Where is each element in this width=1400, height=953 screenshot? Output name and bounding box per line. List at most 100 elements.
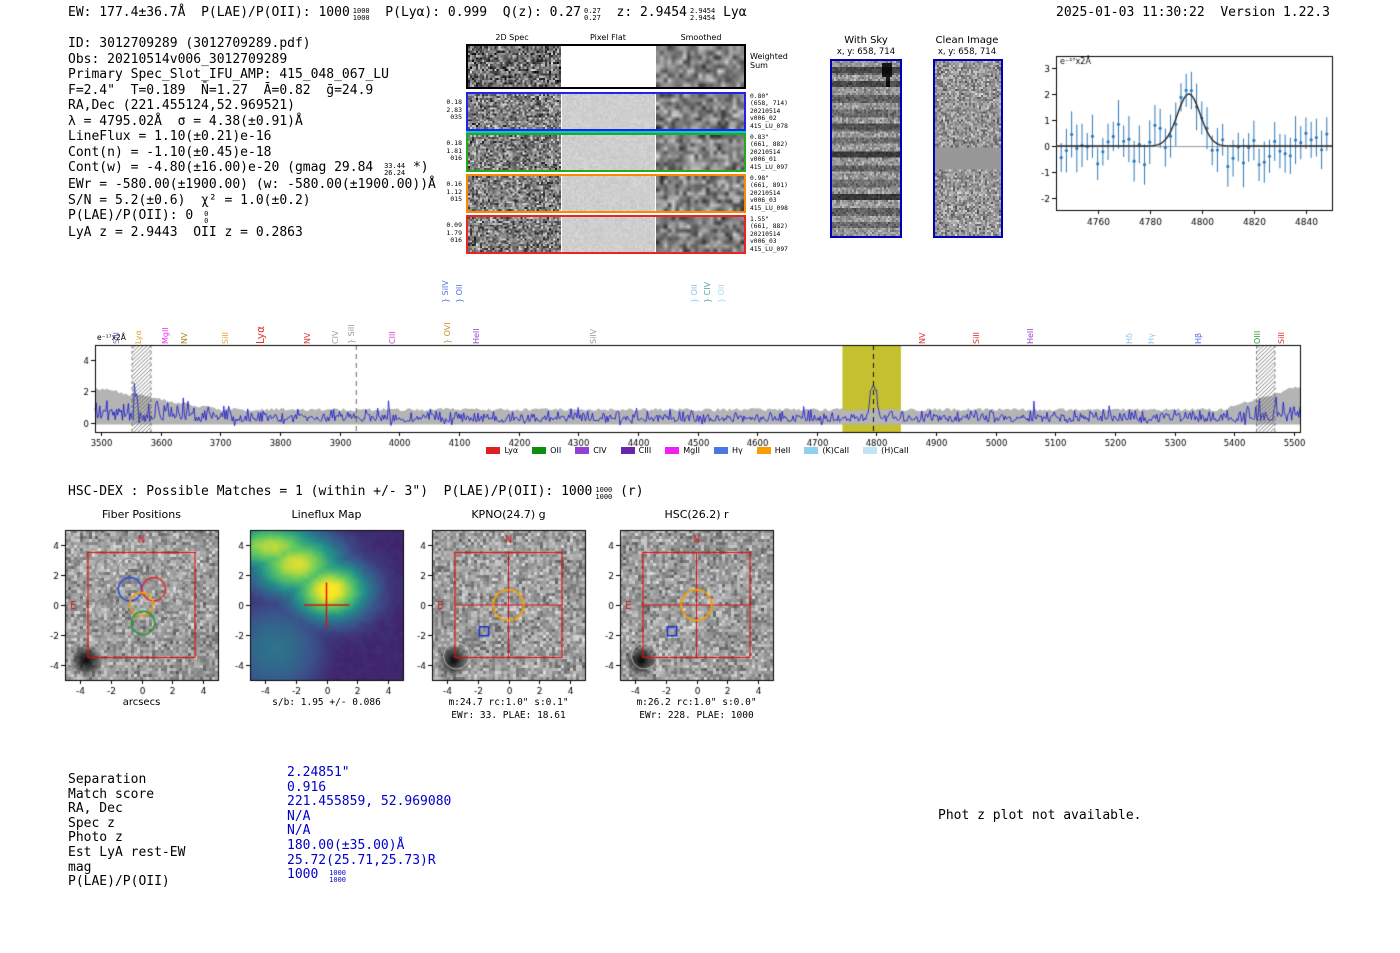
emission-line-label: } OII	[690, 284, 700, 303]
weight-line: 0.16	[446, 180, 462, 188]
cleanimage-image	[935, 61, 1001, 236]
row-info-line: 0.83"	[750, 134, 769, 141]
info-line: Obs: 20210514v006_3012709289	[68, 51, 288, 67]
spec2d-smoothed-image	[656, 135, 744, 170]
plae-stat: P(LAE)/P(OII): 1000	[201, 5, 350, 20]
row-info-line: (661, 882)	[750, 141, 788, 149]
row-info-line: (658, 714)	[750, 100, 788, 108]
legend-item: Hγ	[713, 446, 743, 455]
row-info-line: 0.80"	[750, 93, 769, 100]
match-row-label: RA, Dec	[68, 801, 123, 817]
weight-line: 035	[450, 113, 462, 121]
row-info-line: 20210514	[750, 189, 781, 197]
legend-item: CIII	[620, 446, 652, 455]
match-row-value: 0.916	[287, 779, 327, 795]
match-row-value: 180.00(±35.00)Å	[287, 838, 405, 853]
cleanimage-coords: x, y: 658, 714	[937, 47, 997, 57]
cleanimage-title: Clean Image	[935, 35, 999, 46]
spec2d-row-info: 0.98" (661, 891) 20210514 v006_03 415_LU_098	[750, 175, 788, 212]
weight-line: 2.83	[446, 105, 462, 114]
legend-item: MgII	[665, 446, 700, 455]
legend-label: Hγ	[731, 446, 743, 455]
row-info-line: 20210514	[750, 148, 781, 156]
spec2d-smoothed-image	[656, 46, 744, 87]
row-info-line: v006_02	[750, 115, 777, 123]
legend-item: (K)CaII	[804, 446, 849, 455]
z-range: 2.9454 2.9454	[689, 7, 716, 22]
spec2d-row-info: 0.80" (658, 714) 20210514 v006_02 415_LU_078	[750, 93, 788, 130]
weight-line: 0.18	[446, 139, 462, 147]
legend-label: (K)CaII	[822, 446, 850, 455]
stacked-fraction: 1000 1000	[329, 870, 346, 884]
spec2d-row	[466, 44, 746, 89]
full-spectrum-plot	[60, 338, 1310, 460]
legend-swatch	[804, 447, 819, 454]
legend-label: CIV	[593, 446, 607, 455]
weighted-sum-line: Sum	[750, 61, 768, 70]
legend-label: CIII	[638, 446, 652, 455]
legend-swatch	[713, 447, 728, 454]
legend-label: (H)CaII	[881, 446, 909, 455]
row-info-line: 415_LU_097	[750, 245, 788, 253]
header-stats: EW: 177.4±36.7Å P(LAE)/P(OII): 1000 1000 1…	[68, 5, 747, 22]
qz-range: 0.27 0.27	[583, 7, 601, 22]
match-row-label: Est LyA rest-EW	[68, 845, 186, 860]
fraction-den: 1000	[329, 876, 346, 885]
info-line: Cont(n) = -1.10(±0.45)e-18	[68, 144, 272, 160]
spec2d-col-header: Pixel Flat	[590, 33, 626, 42]
stacked-fraction: 33.44 26.24	[384, 163, 405, 177]
cutout-title: Lineflux Map	[291, 508, 362, 521]
weight-line: 016	[450, 154, 462, 162]
cutout-caption: EWr: 33. PLAE: 18.61	[451, 710, 566, 721]
cutout-xlabel: arcsecs	[122, 697, 161, 708]
cutout-caption: m:24.7 rc:1.0" s:0.1"	[448, 697, 569, 708]
legend-swatch	[756, 447, 771, 454]
spec2d-pixelflat-image	[562, 135, 655, 170]
weight-line: 0.09	[446, 221, 462, 229]
spec2d-raw-image	[468, 94, 561, 129]
timestamp-version: 2025-01-03 11:30:22 Version 1.22.3	[1056, 5, 1330, 20]
legend-item: HeII	[756, 446, 791, 455]
emission-line-label: } OII	[455, 284, 465, 303]
cutout-title: HSC(26.2) r	[664, 508, 729, 521]
legend-label: HeII	[774, 446, 791, 455]
fraction-num: 33.44	[384, 162, 406, 170]
match-row-label: mag	[68, 859, 92, 875]
legend-item: CIV	[575, 446, 607, 455]
plae-range: 1000 1000	[352, 7, 370, 22]
match-value-text: 1000	[287, 867, 327, 883]
cutout-plot-4	[590, 522, 780, 717]
legend-label: MgII	[683, 446, 700, 455]
legend-label: Lyα	[504, 446, 519, 455]
photz-note: Phot z plot not available.	[938, 808, 1142, 823]
cutout-plot-3	[402, 522, 592, 717]
spec2d-smoothed-image	[656, 176, 744, 211]
spec2d-smoothed-image	[656, 217, 744, 252]
info-line: LineFlux = 1.10(±0.21)e-16	[68, 129, 272, 144]
cutout-caption: EWr: 228. PLAE: 1000	[639, 710, 754, 721]
spectrum-units-label: e⁻¹⁷x2Å	[97, 333, 126, 342]
row-info-line: (661, 882)	[750, 223, 788, 231]
match-header: HSC-DEX : Possible Matches = 1 (within +…	[68, 484, 644, 501]
info-line-text: P(LAE)/P(OII): 0	[68, 208, 202, 223]
match-row-value: 2.24851"	[287, 765, 350, 780]
line-fit-plot	[1030, 48, 1340, 238]
withsky-title: With Sky	[844, 35, 888, 46]
match-row-label: Match score	[68, 786, 155, 802]
weight-line: 1.12	[446, 187, 462, 196]
row-info-line: 0.98"	[750, 175, 769, 182]
row-info-line: 1.55"	[750, 216, 769, 223]
row-info-line: 415_LU_098	[750, 204, 788, 212]
info-line: Cont(w) = -4.80(±16.00)e-20 (gmag 29.84 …	[68, 160, 436, 177]
spec2d-row	[466, 133, 746, 172]
spec2d-row-weights: 0.18 1.81 016	[420, 139, 462, 163]
info-line: RA,Dec (221.455124,52.969521)	[68, 98, 295, 113]
info-line: λ = 4795.02Å σ = 4.38(±0.91)Å	[68, 113, 303, 129]
spec2d-pixelflat-image	[562, 176, 655, 211]
match-row-value: 221.455859, 52.969080	[287, 794, 452, 810]
withsky-image-frame	[830, 59, 902, 238]
match-row-value: N/A	[287, 808, 311, 824]
